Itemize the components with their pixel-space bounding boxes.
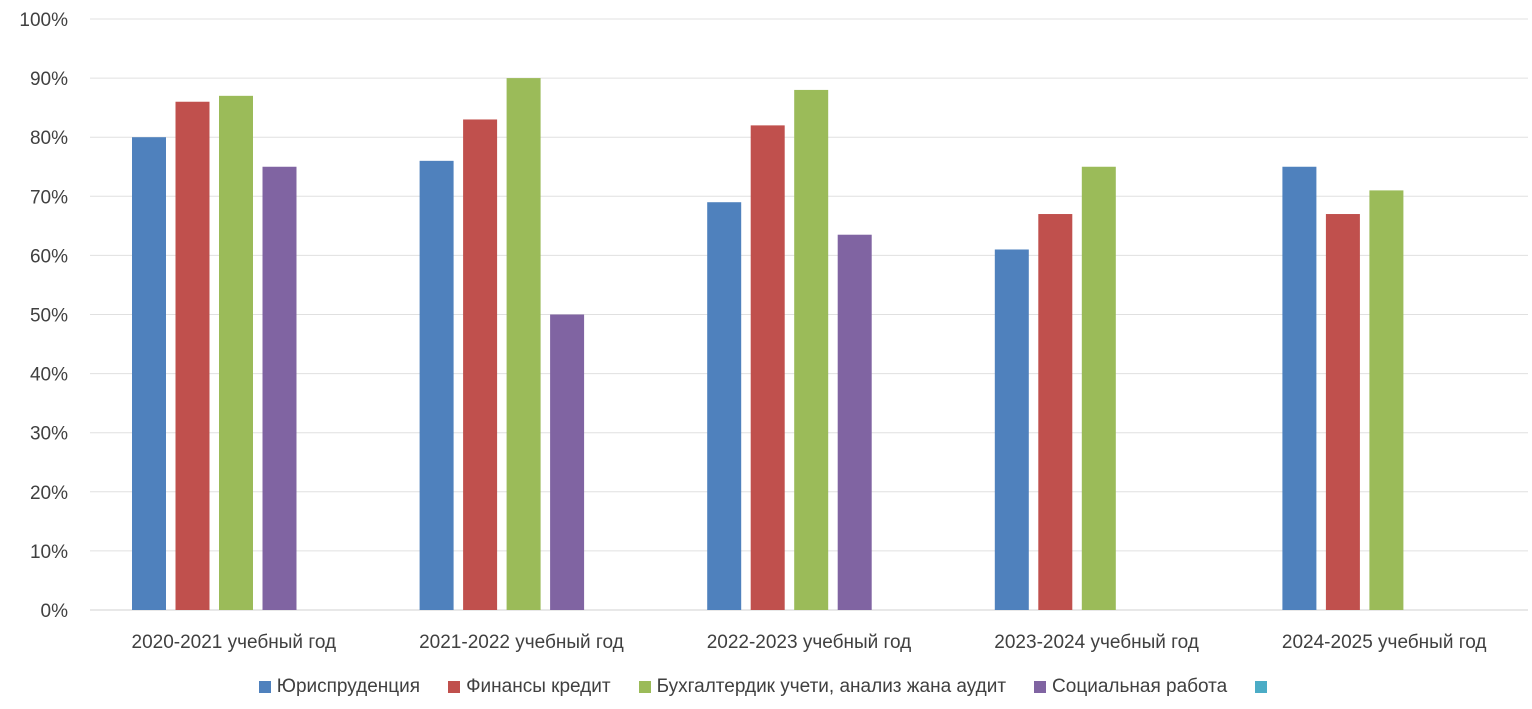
x-category-label: 2024-2025 учебный год xyxy=(1282,632,1487,653)
legend: Юриспруденция Финансы кредит Бухгалтердик … xyxy=(0,672,1532,702)
legend-label: Финансы кредит xyxy=(466,676,611,697)
legend-item: Юриспруденция xyxy=(258,676,421,698)
y-tick-label: 30% xyxy=(30,424,68,445)
bar xyxy=(707,202,742,610)
y-axis-tick-labels: 0% 10% 20% 30% 40% 50% 60% 70% 80% 90% 100% xyxy=(19,10,68,622)
bar xyxy=(794,89,829,611)
bar xyxy=(1282,166,1317,610)
bar xyxy=(750,125,785,610)
bar xyxy=(550,314,585,610)
bar xyxy=(132,137,166,610)
legend-swatch xyxy=(1255,681,1268,693)
bar xyxy=(463,119,498,610)
bars xyxy=(132,78,1404,611)
legend-swatch xyxy=(1034,681,1047,693)
bar xyxy=(262,166,297,610)
y-tick-label: 0% xyxy=(41,601,69,622)
bar xyxy=(506,78,541,611)
x-category-label: 2021-2022 учебный год xyxy=(419,632,624,653)
x-category-label: 2022-2023 учебный год xyxy=(707,632,912,653)
bar xyxy=(994,249,1029,611)
legend-item: Бухгалтердик учети, анализ жана аудит xyxy=(638,676,1007,698)
x-axis-category-labels: 2020-2021 учебный год 2021-2022 учебный г… xyxy=(132,632,1487,653)
legend-swatch xyxy=(448,681,461,693)
y-tick-label: 60% xyxy=(30,246,68,267)
y-tick-label: 70% xyxy=(30,187,68,208)
bar xyxy=(419,160,454,610)
y-tick-label: 40% xyxy=(30,365,68,386)
legend-item: Финансы кредит xyxy=(448,676,611,698)
bar xyxy=(837,234,872,610)
y-tick-label: 100% xyxy=(19,10,68,31)
bar xyxy=(1325,214,1360,610)
legend-item: Социальная работа xyxy=(1034,676,1227,698)
x-category-label: 2020-2021 учебный год xyxy=(132,632,337,653)
y-tick-label: 80% xyxy=(30,128,68,149)
bar xyxy=(175,101,210,611)
x-category-label: 2023-2024 учебный год xyxy=(994,632,1199,653)
legend-label: Юриспруденция xyxy=(276,676,421,697)
y-tick-label: 90% xyxy=(30,69,68,90)
legend-label: Социальная работа xyxy=(1052,676,1228,697)
bar xyxy=(1369,190,1404,610)
legend-swatch xyxy=(258,681,271,693)
bar xyxy=(219,95,253,610)
y-tick-label: 50% xyxy=(30,306,68,327)
legend-item xyxy=(1255,681,1273,693)
bar xyxy=(1081,166,1116,610)
y-tick-label: 20% xyxy=(30,483,68,504)
bar xyxy=(1038,214,1073,610)
y-tick-label: 10% xyxy=(30,542,68,563)
legend-label: Бухгалтердик учети, анализ жана аудит xyxy=(656,676,1007,697)
legend-swatch xyxy=(638,681,651,693)
